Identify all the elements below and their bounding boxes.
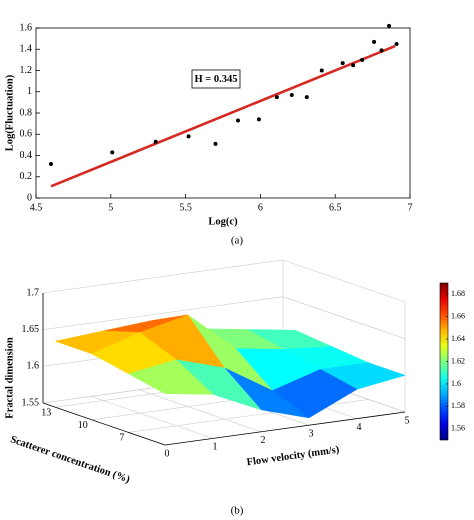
grid-line [138,389,262,433]
y-tick-label: 0.8 [20,107,33,118]
x-tick-label: 5 [405,415,410,426]
x-tick-label: 2 [261,435,266,446]
surface-patch [127,359,214,395]
colorbar-tick-label: 1.68 [451,289,465,298]
data-point [110,150,115,155]
y-axis-label: Log(Fluctuation) [4,74,15,151]
colorbar-tick-label: 1.64 [451,334,465,343]
x-axis-label: Log(c) [208,216,238,227]
y-tick-label: 1.2 [20,65,33,76]
y-tick-label: 1.4 [20,44,33,55]
data-point [213,141,218,146]
colorbar-tick-label: 1.58 [451,401,465,410]
data-point [48,162,53,166]
x-tick-label: 5 [108,202,113,213]
x-tick-label: 4 [357,422,362,433]
y-tick-label: 13 [41,407,51,418]
x-tick-label: 6 [258,202,263,213]
data-point [153,139,158,144]
x-tick-label: 6.5 [329,202,342,213]
x-tick-label: 4.5 [30,202,43,213]
data-point [387,23,392,28]
y-tick-label: 10 [78,420,88,431]
y-tick-label: 7 [119,433,124,444]
z-tick-label: 1.7 [27,287,40,298]
axis-line [164,411,406,446]
axis-line [42,402,166,446]
annotation-box [191,69,241,89]
z-tick-label: 1.65 [22,324,40,335]
grid-line [90,396,214,439]
grid-line [282,259,406,303]
data-point [274,95,279,100]
y-tick-label: 0.2 [20,171,33,182]
y-tick-label: 0.4 [20,150,33,161]
colorbar-tick-label: 1.6 [451,379,461,388]
fit-line [50,44,396,188]
z-tick-label: 1.6 [27,361,40,372]
plot-frame [35,27,411,199]
grid-line [42,259,284,294]
x-tick-label: 5.5 [179,202,192,213]
data-point [319,68,324,73]
colorbar-tick-label: 1.56 [451,424,465,433]
grid-line [42,296,284,330]
data-point [360,57,365,62]
annotation: H = 0.345 [194,74,237,85]
grid-line [282,296,406,339]
x-tick-label: 7 [408,202,413,213]
data-point [340,61,345,66]
y-tick-label: 0 [27,192,32,203]
colorbar-tick-label: 1.62 [451,356,465,365]
y-tick-label: 1.6 [20,22,33,33]
caption: (b) [231,505,244,517]
x-tick-label: 1 [213,442,218,453]
caption: (a) [231,235,244,247]
data-point [256,117,261,122]
z-axis-label: Fractal dimension [4,337,15,419]
data-point [394,41,399,46]
y-axis-label: Scatterer concentration (%) [9,434,132,485]
x-tick-label: 0 [165,448,170,459]
y-tick-label: 1 [27,86,32,97]
x-axis-label: Flow velocity (mm/s) [246,444,340,468]
data-point [304,95,309,100]
x-tick-label: 3 [309,428,314,439]
y-tick-label: 0.6 [20,129,33,140]
data-point [235,118,240,123]
z-tick-label: 1.55 [22,397,40,408]
colorbar-tick-label: 1.66 [451,311,465,320]
data-point [186,134,191,139]
data-point [379,48,384,53]
data-point [289,92,294,97]
data-point [351,63,356,68]
data-point [372,39,377,44]
